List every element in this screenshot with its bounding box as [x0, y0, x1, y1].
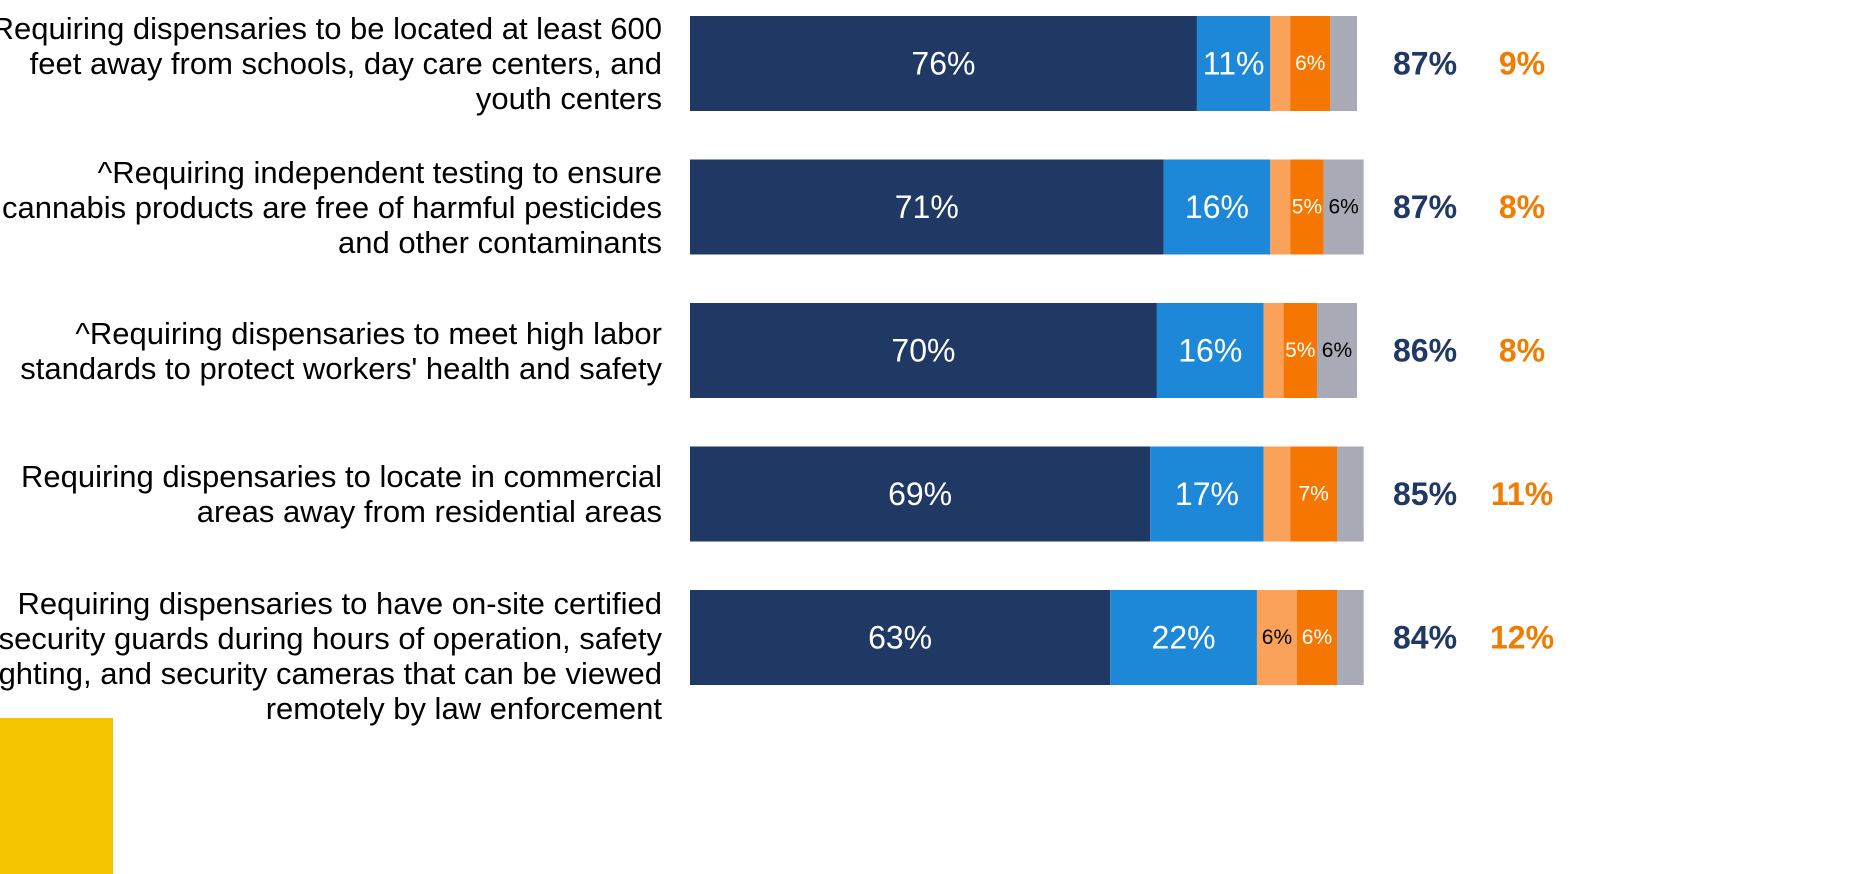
bar-segment [1163, 159, 1271, 255]
segment-label: 11% [1203, 46, 1265, 82]
bar-segment [1336, 590, 1364, 685]
total-label: 86% [1393, 333, 1457, 369]
category-label: ^Requiring dispensaries to be located at… [0, 11, 662, 116]
bar-segment [1290, 16, 1331, 111]
bar-segment [1283, 303, 1317, 398]
bar-segment [1290, 446, 1337, 542]
category-label: Requiring dispensaries to locate in comm… [21, 459, 662, 529]
total-label: 85% [1393, 476, 1457, 512]
total-label: 87% [1393, 46, 1457, 82]
bar-segment [690, 590, 1111, 685]
total-label: 84% [1393, 620, 1457, 656]
segment-label: 6% [1262, 626, 1292, 649]
total-label: 8% [1499, 333, 1545, 369]
bar-segment [1263, 303, 1284, 398]
segment-label: 6% [1322, 339, 1352, 362]
bar-segment [1150, 446, 1264, 542]
segment-label: 71% [895, 189, 959, 225]
segment-label: 5% [1285, 339, 1315, 362]
category-label: Requiring dispensaries to have on-site c… [0, 585, 662, 726]
segment-label: 6% [1302, 626, 1332, 649]
bar-segment [1270, 159, 1291, 255]
bar-segment [1336, 446, 1364, 542]
bar-segment [1316, 303, 1357, 398]
segment-label: 16% [1185, 189, 1249, 225]
bar-segment [1110, 590, 1257, 685]
bar-segment [1196, 16, 1271, 111]
segment-label: 7% [1298, 483, 1328, 506]
category-label: ^Requiring dispensaries to meet high lab… [20, 315, 662, 386]
segment-label: 70% [891, 333, 955, 369]
bar-segment [690, 16, 1197, 111]
logo [0, 718, 113, 874]
bar-segment [1323, 159, 1364, 255]
total-label: 11% [1491, 476, 1553, 512]
segment-label: 63% [868, 620, 932, 656]
total-label: 9% [1499, 46, 1545, 82]
category-label: ^Requiring independent testing to ensure… [2, 154, 662, 260]
segment-label: 6% [1328, 196, 1358, 219]
total-label: 12% [1490, 620, 1554, 656]
bar-segment [1156, 303, 1264, 398]
segment-label: 69% [888, 476, 952, 512]
segment-label: 5% [1292, 196, 1322, 219]
bar-segment [1270, 16, 1291, 111]
segment-label: 76% [911, 46, 975, 82]
bar-segment [690, 446, 1151, 542]
total-label: 87% [1393, 189, 1457, 225]
bar-segment [690, 159, 1164, 255]
bar-segment [690, 303, 1157, 398]
segment-label: 6% [1295, 52, 1325, 75]
segment-label: 17% [1175, 476, 1239, 512]
bar-segment [1256, 590, 1297, 685]
bar-segment [1330, 16, 1357, 111]
bar-segment [1263, 446, 1291, 542]
bar-segment [1296, 590, 1337, 685]
total-label: 8% [1499, 189, 1545, 225]
bar-segment [1290, 159, 1324, 255]
segment-label: 16% [1178, 333, 1242, 369]
segment-label: 22% [1152, 620, 1216, 656]
